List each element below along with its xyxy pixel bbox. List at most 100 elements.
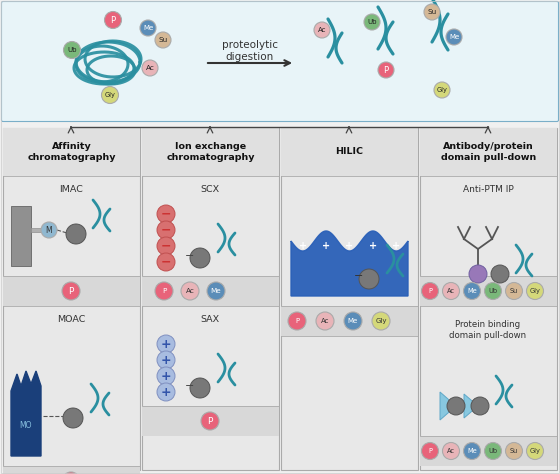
Circle shape [157, 335, 175, 353]
Circle shape [288, 312, 306, 330]
Circle shape [424, 4, 440, 20]
Text: −: − [185, 381, 195, 391]
Text: −: − [161, 224, 171, 237]
Circle shape [63, 408, 83, 428]
Text: proteolytic
digestion: proteolytic digestion [222, 40, 278, 62]
Circle shape [157, 205, 175, 223]
Text: Su: Su [510, 448, 518, 454]
Circle shape [207, 282, 225, 300]
Circle shape [157, 237, 175, 255]
Bar [142, 406, 279, 436]
Text: −: − [185, 251, 195, 261]
Text: Protein binding
domain pull-down: Protein binding domain pull-down [450, 320, 526, 340]
Text: +: + [161, 370, 171, 383]
Circle shape [372, 312, 390, 330]
Bar [420, 276, 557, 306]
Bar [3, 276, 140, 306]
Polygon shape [11, 371, 41, 456]
Text: P: P [207, 417, 213, 426]
Text: Affinity
chromatography: Affinity chromatography [27, 142, 116, 162]
Text: +: + [298, 241, 307, 251]
Circle shape [491, 265, 509, 283]
Circle shape [62, 282, 80, 300]
Circle shape [155, 282, 173, 300]
Circle shape [157, 367, 175, 385]
Circle shape [464, 443, 480, 459]
FancyBboxPatch shape [2, 1, 558, 121]
Bar [281, 128, 418, 176]
Circle shape [464, 283, 480, 300]
Bar [420, 128, 557, 470]
Circle shape [140, 20, 156, 36]
Text: P: P [295, 318, 299, 324]
Circle shape [344, 312, 362, 330]
Text: HILIC: HILIC [335, 147, 363, 156]
Text: P: P [162, 288, 166, 294]
Text: −: − [161, 239, 171, 253]
Circle shape [506, 443, 522, 459]
Circle shape [157, 351, 175, 369]
Text: IMAC: IMAC [59, 185, 83, 194]
Text: −: − [161, 255, 171, 268]
Text: Me: Me [449, 34, 459, 40]
Text: +: + [369, 241, 377, 251]
Text: Me: Me [467, 448, 477, 454]
Circle shape [155, 32, 171, 48]
Text: P: P [384, 65, 389, 74]
Text: Gly: Gly [105, 92, 115, 98]
Bar [281, 306, 418, 336]
Text: Anti-PTM IP: Anti-PTM IP [463, 185, 514, 194]
Circle shape [471, 397, 489, 415]
Circle shape [447, 397, 465, 415]
Bar [142, 128, 279, 176]
Circle shape [62, 472, 80, 474]
Text: Gly: Gly [375, 318, 387, 324]
Text: P: P [68, 286, 74, 295]
Circle shape [434, 82, 450, 98]
Text: SCX: SCX [200, 185, 220, 194]
Circle shape [41, 222, 57, 238]
Text: Su: Su [158, 37, 167, 43]
Bar [3, 128, 140, 470]
Circle shape [469, 265, 487, 283]
Bar [420, 436, 557, 466]
Text: Antibody/protein
domain pull-down: Antibody/protein domain pull-down [441, 142, 536, 162]
Text: Gly: Gly [437, 87, 447, 93]
Text: Ac: Ac [447, 288, 455, 294]
Polygon shape [291, 231, 408, 296]
Circle shape [442, 443, 460, 459]
Text: Ac: Ac [447, 448, 455, 454]
Circle shape [157, 383, 175, 401]
Text: Gly: Gly [530, 448, 540, 454]
Text: SAX: SAX [200, 316, 220, 325]
Circle shape [526, 283, 544, 300]
Circle shape [63, 42, 81, 58]
Text: Ac: Ac [146, 65, 155, 71]
Bar [3, 466, 140, 474]
Text: Ub: Ub [488, 448, 498, 454]
Bar [420, 128, 557, 176]
Circle shape [484, 443, 502, 459]
Text: P: P [428, 448, 432, 454]
Circle shape [446, 29, 462, 45]
Circle shape [359, 269, 379, 289]
Circle shape [422, 443, 438, 459]
Polygon shape [464, 394, 478, 418]
Bar [142, 276, 279, 306]
Text: Ac: Ac [321, 318, 329, 324]
Circle shape [66, 224, 86, 244]
Circle shape [142, 60, 158, 76]
Text: +: + [322, 241, 330, 251]
Polygon shape [440, 392, 456, 420]
Text: Gly: Gly [530, 288, 540, 294]
Circle shape [190, 378, 210, 398]
Text: Ub: Ub [67, 47, 77, 53]
Bar [281, 128, 418, 470]
Circle shape [378, 62, 394, 78]
Text: Me: Me [467, 288, 477, 294]
Text: P: P [428, 288, 432, 294]
Circle shape [422, 283, 438, 300]
Bar [31, 228, 41, 232]
Circle shape [506, 283, 522, 300]
Circle shape [364, 14, 380, 30]
